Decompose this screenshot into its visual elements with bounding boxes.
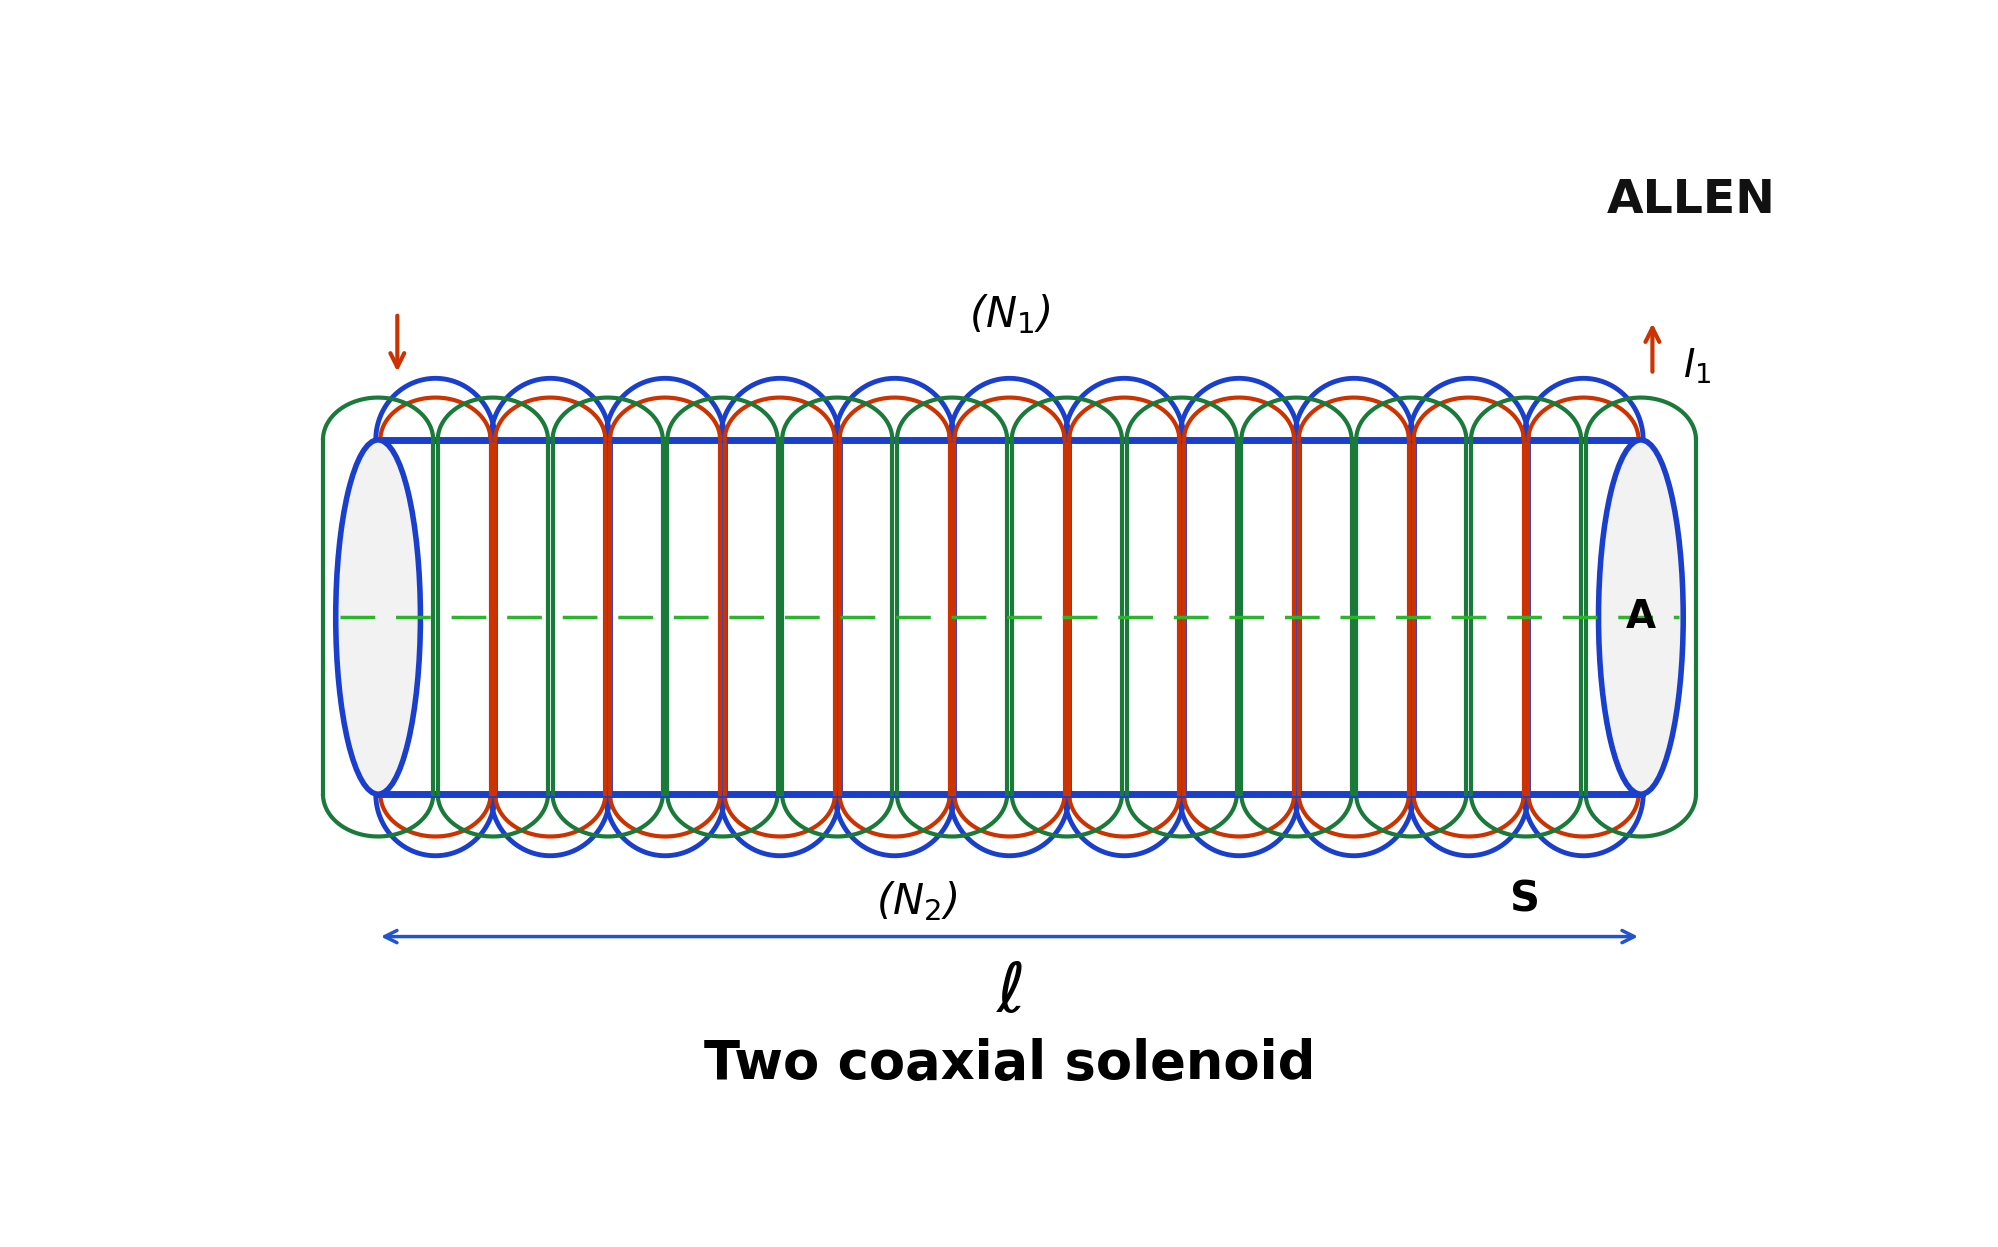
Text: I$_1$: I$_1$ xyxy=(1682,347,1710,387)
Ellipse shape xyxy=(1598,440,1682,794)
Ellipse shape xyxy=(336,440,420,794)
Text: S: S xyxy=(1510,879,1540,920)
Text: (N$_2$): (N$_2$) xyxy=(875,879,957,923)
Text: (N$_1$): (N$_1$) xyxy=(969,292,1049,335)
Text: ALLEN: ALLEN xyxy=(687,506,1331,682)
Text: $\ell$: $\ell$ xyxy=(995,960,1023,1026)
Text: A: A xyxy=(1624,599,1654,636)
Bar xyxy=(378,440,1640,794)
Text: Two coaxial solenoid: Two coaxial solenoid xyxy=(703,1038,1315,1090)
Text: ALLEN: ALLEN xyxy=(1606,178,1774,223)
